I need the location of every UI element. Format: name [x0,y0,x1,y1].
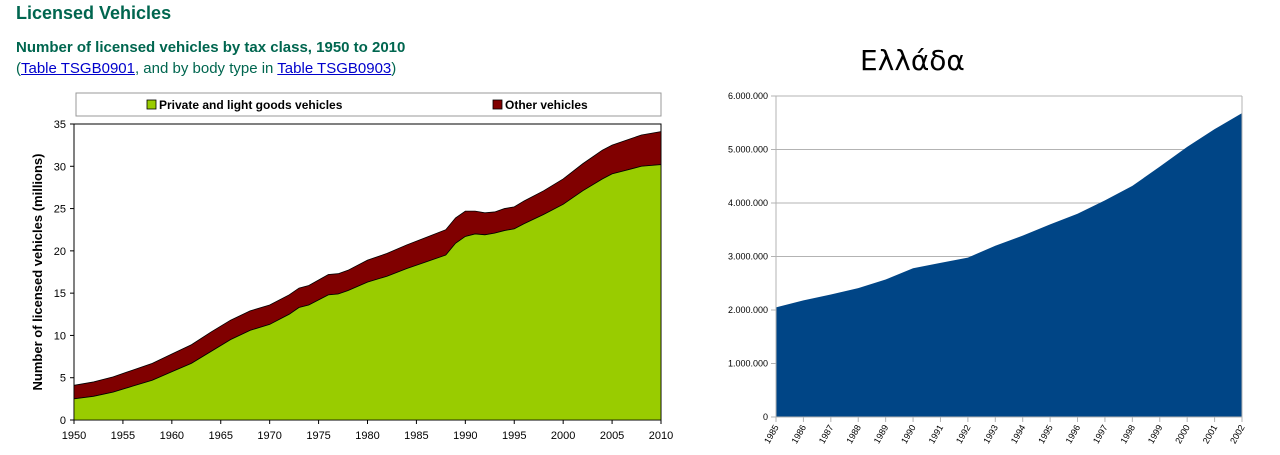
x-tick-label: 1995 [502,430,526,442]
x-tick-label: 1991 [927,423,946,445]
series-area-greece [776,113,1242,418]
x-tick-label: 1994 [1009,423,1028,445]
y-tick-label: 35 [54,119,66,131]
x-tick-label: 1965 [209,430,233,442]
x-tick-label: 1986 [789,423,808,445]
legend-swatch [146,99,157,110]
y-tick-label: 25 [54,204,66,216]
series-area-private-light-goods [73,164,662,421]
y-tick-label: 1.000.000 [728,359,768,369]
y-tick-label: 10 [54,330,66,342]
table-tsgb0903-link[interactable]: Table TSGB0903 [277,60,392,77]
x-tick-label: 1955 [111,430,135,442]
x-tick-label: 1997 [1091,423,1110,445]
x-tick-label: 2005 [600,430,624,442]
licensed-vehicles-chart: Private and light goods vehicles Other ve… [30,92,673,442]
y-tick-label: 3.000.000 [728,252,768,262]
x-tick-label: 1990 [899,423,918,445]
x-tick-label: 1988 [844,423,863,445]
legend-box [75,92,662,117]
x-tick-label: 1993 [981,423,1000,445]
x-tick-label: 1975 [306,430,330,442]
x-tick-label: 1950 [62,430,86,442]
table-tsgb0901-link[interactable]: Table TSGB0901 [21,60,135,77]
x-tick-label: 2010 [649,430,673,442]
y-tick-label: 6.000.000 [728,91,768,101]
x-tick-label: 1990 [453,430,477,442]
x-tick-label: 1998 [1118,423,1137,445]
legend-label: Other vehicles [505,98,588,112]
y-tick-label: 5 [60,373,66,385]
page-title: Licensed Vehicles [16,3,172,23]
paren-open: ( [16,60,21,77]
legend-swatch [492,99,503,110]
x-tick-label: 1985 [762,423,781,445]
y-tick-label: 20 [54,246,66,258]
x-tick-label: 1996 [1064,423,1083,445]
y-tick-label: 0 [60,415,66,427]
x-tick-label: 1999 [1146,423,1165,445]
x-tick-label: 2000 [1173,423,1192,445]
x-tick-label: 1985 [404,430,428,442]
y-tick-label: 5.000.000 [728,145,768,155]
y-tick-label: 2.000.000 [728,305,768,315]
link-separator-text: , and by body type in [134,60,278,77]
x-tick-label: 1992 [954,423,973,445]
y-tick-label: 4.000.000 [728,198,768,208]
legend-label: Private and light goods vehicles [159,98,343,112]
x-tick-label: 1960 [160,430,184,442]
paren-close: ) [391,60,397,77]
x-tick-label: 1970 [257,430,281,442]
y-tick-label: 30 [54,161,66,173]
x-tick-label: 1987 [817,423,836,445]
table-links-line: (Table TSGB0901, and by body type in Tab… [16,60,396,77]
chart-subtitle: Number of licensed vehicles by tax class… [16,39,406,56]
x-tick-label: 1980 [355,430,379,442]
x-tick-label: 2001 [1201,423,1220,445]
x-tick-label: 1995 [1036,423,1055,445]
greek-chart-title: Ελλάδα [860,44,965,77]
y-axis-label: Number of licensed vehicles (millions) [30,154,45,391]
x-tick-label: 1989 [872,423,891,445]
x-tick-label: 2000 [551,430,575,442]
x-tick-label: 2002 [1228,423,1247,445]
y-tick-label: 0 [763,412,768,422]
y-tick-label: 15 [54,288,66,300]
